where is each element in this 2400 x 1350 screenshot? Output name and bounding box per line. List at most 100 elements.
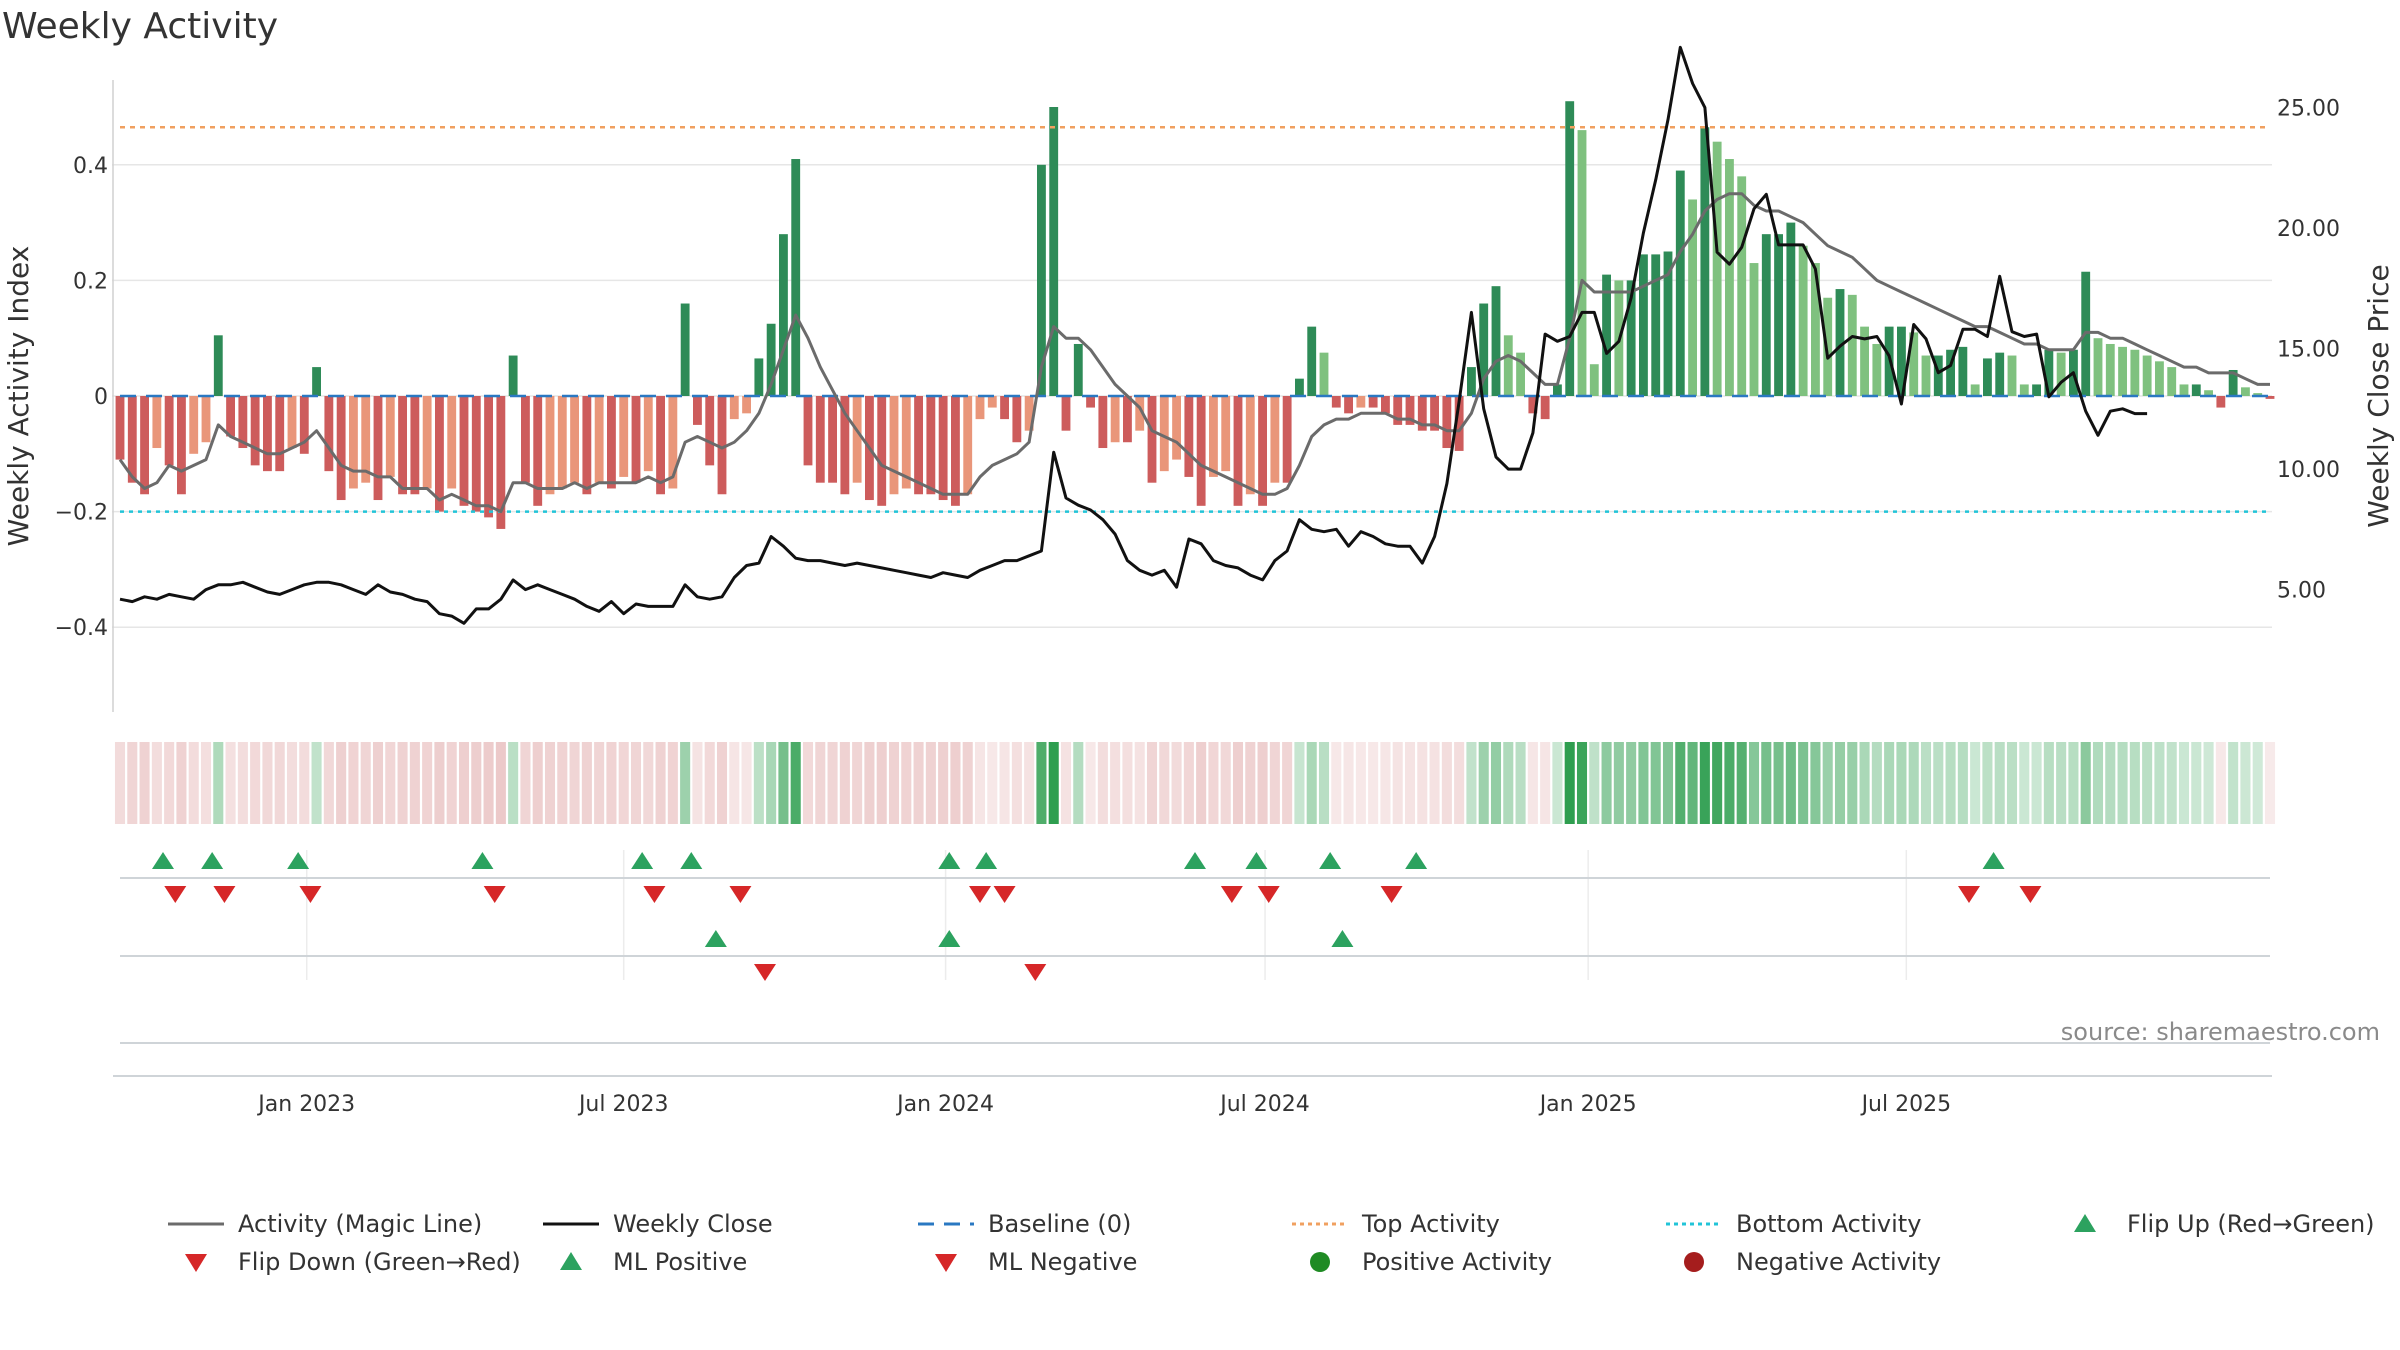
activity-bar <box>1098 396 1108 449</box>
ml-positive-marker <box>938 930 961 947</box>
heat-strip-cell <box>422 742 433 824</box>
ml-negative-marker <box>1024 964 1047 981</box>
activity-bar <box>877 396 887 506</box>
heat-strip-cell <box>2129 742 2140 824</box>
activity-bar <box>2032 384 2041 396</box>
activity-bar <box>889 396 899 495</box>
heat-strip-cell <box>1798 742 1809 824</box>
activity-bar <box>1417 396 1427 431</box>
activity-bar <box>1430 396 1439 431</box>
legend-label: Baseline (0) <box>988 1210 1131 1238</box>
activity-bar <box>127 396 137 483</box>
activity-bar <box>1553 384 1562 396</box>
x-tick-label: Jan 2025 <box>1538 1092 1637 1117</box>
flip-down-marker <box>483 886 506 903</box>
legend-item: ML Negative <box>935 1248 1137 1276</box>
activity-bar <box>471 396 481 512</box>
activity-bar <box>1282 396 1292 483</box>
activity-bar <box>1872 343 1882 396</box>
activity-bar <box>2253 393 2263 396</box>
heat-strip-cell <box>766 742 777 824</box>
heat-strip-cell <box>2006 742 2018 824</box>
activity-bar <box>1995 352 2005 396</box>
legend-marker <box>1310 1252 1330 1272</box>
activity-bar <box>1123 396 1132 443</box>
flip-down-marker <box>1958 886 1980 903</box>
heat-strip-cell <box>2043 742 2054 824</box>
ml-negative-marker <box>754 964 776 981</box>
activity-bar <box>1331 396 1341 408</box>
legend-label: ML Negative <box>988 1248 1137 1276</box>
activity-bar <box>324 396 334 472</box>
activity-bar <box>631 396 641 483</box>
heat-strip-cell <box>1589 742 1600 824</box>
heat-strip-cell <box>250 742 261 824</box>
activity-bar <box>164 396 174 466</box>
heat-strip-cell <box>1368 742 1379 824</box>
activity-bar <box>1823 297 1833 396</box>
heat-strip-cell <box>299 742 310 824</box>
heat-strip-cell <box>643 742 654 824</box>
heat-strip-cell <box>1613 742 1624 824</box>
activity-bar <box>299 396 309 454</box>
activity-bar <box>1651 254 1661 396</box>
activity-bar <box>1209 396 1218 477</box>
heat-strip-cell <box>1331 742 1342 824</box>
legend-item: Top Activity <box>1292 1210 1500 1238</box>
heat-strip-cell <box>434 742 445 824</box>
legend-item: ML Positive <box>560 1248 747 1276</box>
legend-item: Bottom Activity <box>1666 1210 1921 1238</box>
activity-bar <box>496 396 506 529</box>
weekly-close-line <box>119 45 2148 625</box>
heat-strip-cell <box>164 742 175 824</box>
reference-lines <box>120 125 2270 513</box>
heat-strip-cell <box>1810 742 1821 824</box>
legend-marker <box>1684 1252 1704 1272</box>
heat-strip-cell <box>938 742 949 824</box>
heat-strip-cell <box>1036 742 1047 824</box>
heat-strip-cell <box>2240 742 2251 824</box>
heat-strip-cell <box>544 742 556 824</box>
heat-strip-cell <box>1896 742 1907 824</box>
heat-strip-cell <box>655 742 666 824</box>
ml-positive-marker <box>1331 930 1354 947</box>
flip-up-marker <box>287 852 310 869</box>
activity-bar <box>349 396 358 489</box>
activity-bar <box>1405 396 1415 425</box>
activity-bar <box>422 396 432 489</box>
heat-strip-cell <box>1933 742 1944 824</box>
flip-down-marker <box>1257 886 1280 903</box>
activity-bar <box>2265 396 2275 399</box>
activity-bar <box>1073 343 1083 396</box>
heat-strip-cell <box>987 742 998 824</box>
heat-strip-cell <box>1171 742 1182 824</box>
activity-bar <box>1970 384 1980 396</box>
heat-strip-cell <box>372 742 384 824</box>
heat-strip-cell <box>1024 742 1035 824</box>
activity-bar <box>1528 396 1538 414</box>
heat-strip-cell <box>1343 742 1354 824</box>
flip-up-marker <box>975 852 998 869</box>
activity-bar <box>2118 346 2127 396</box>
y2-tick-label: 15.00 <box>2277 338 2340 363</box>
activity-bar <box>1540 396 1550 420</box>
activity-bar <box>1774 234 1783 396</box>
series-lines <box>118 45 2270 625</box>
activity-bar <box>2179 384 2189 396</box>
activity-bar <box>459 396 469 506</box>
heat-strip-cell <box>1466 742 1477 824</box>
activity-bar <box>742 396 751 414</box>
activity-bar <box>1245 396 1255 495</box>
activity-bar <box>447 396 457 489</box>
activity-bar <box>189 396 199 454</box>
heat-strip-cell <box>1282 742 1293 824</box>
activity-bar <box>1086 396 1095 408</box>
activity-bar <box>115 396 125 460</box>
heat-strip-cell <box>274 742 285 824</box>
heat-strip-cell <box>1294 742 1305 824</box>
activity-bar <box>1577 130 1587 396</box>
activity-bar <box>1442 396 1452 449</box>
axes: 0.4 0.2 0 −0.2 −0.4 25.00 20.00 15.00 10.00 5.00 W… <box>2 80 2395 712</box>
heat-strip-cell <box>704 742 715 824</box>
heat-strip-cell <box>483 742 494 824</box>
